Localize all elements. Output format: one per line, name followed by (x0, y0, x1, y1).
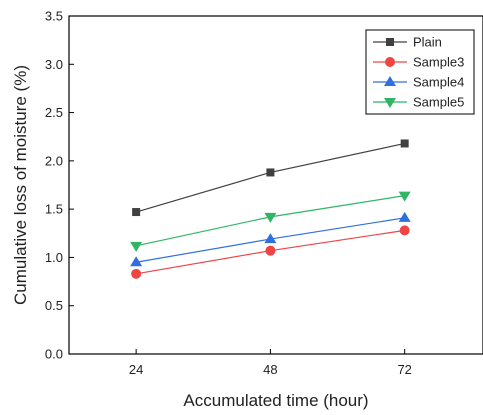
y-tick-label: 3.5 (45, 9, 63, 24)
x-axis: 24 48 72 (129, 349, 412, 377)
y-tick-label: 1.5 (45, 202, 63, 217)
legend-item-plain: Plain (373, 35, 442, 50)
plot-frame (68, 15, 483, 355)
y-tick-label: 1.0 (45, 250, 63, 265)
data-point (399, 225, 410, 236)
legend-label: Sample5 (413, 95, 464, 110)
x-axis-title: Accumulated time (hour) (183, 391, 368, 410)
y-axis: 0.0 0.5 1.0 1.5 2.0 2.5 3.0 3.5 (45, 9, 74, 362)
data-point (398, 211, 411, 222)
data-point (265, 245, 276, 256)
legend-marker (385, 57, 395, 67)
y-tick-label: 2.5 (45, 105, 63, 120)
legend-marker (384, 76, 396, 86)
y-axis-title: Cumulative loss of moisture (%) (11, 65, 30, 305)
data-point (266, 168, 275, 177)
legend: Plain Sample3 Sample4 Sample5 (365, 29, 475, 115)
x-tick-label: 24 (129, 362, 143, 377)
legend-marker (386, 38, 394, 46)
data-point (264, 212, 277, 223)
x-tick-label: 72 (397, 362, 411, 377)
y-tick-label: 3.0 (45, 57, 63, 72)
series-sample5 (130, 191, 411, 252)
y-tick-label: 0.0 (45, 347, 63, 362)
legend-box (365, 29, 475, 115)
y-tick-label: 2.0 (45, 153, 63, 168)
data-point (400, 139, 409, 148)
legend-label: Sample4 (413, 75, 464, 90)
x-tick-label: 48 (263, 362, 277, 377)
legend-label: Plain (413, 35, 442, 50)
series-sample4 (130, 211, 411, 267)
data-point (131, 268, 142, 279)
legend-item-sample5: Sample5 (373, 95, 464, 110)
data-point (130, 256, 143, 267)
data-point (398, 191, 411, 202)
data-point (264, 233, 277, 244)
legend-item-sample4: Sample4 (373, 75, 464, 90)
y-tick-label: 0.5 (45, 298, 63, 313)
legend-label: Sample3 (413, 55, 464, 70)
legend-item-sample3: Sample3 (373, 55, 464, 70)
series-sample3 (131, 225, 410, 279)
series-plain (132, 139, 409, 217)
data-point (132, 208, 141, 217)
legend-marker (384, 98, 396, 108)
data-point (130, 241, 143, 252)
series-layer (130, 139, 411, 279)
